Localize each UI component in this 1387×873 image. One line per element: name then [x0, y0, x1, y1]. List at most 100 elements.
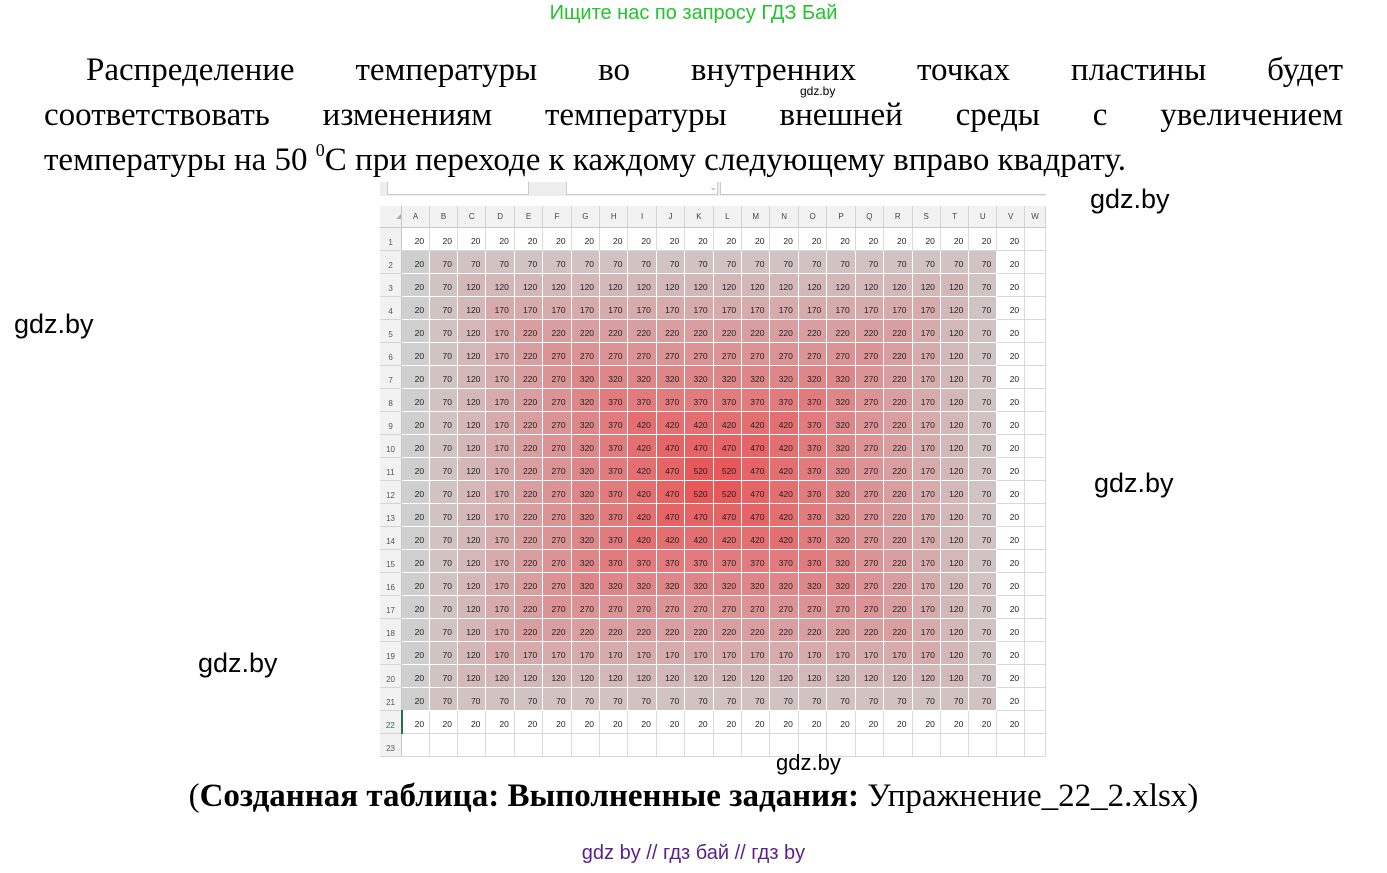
cell-N16[interactable]: 320 — [769, 572, 799, 596]
cell-S21[interactable]: 70 — [912, 687, 941, 711]
cell-D12[interactable]: 170 — [485, 480, 515, 504]
column-header-N[interactable]: N — [769, 206, 799, 228]
cell-I22[interactable]: 20 — [627, 710, 657, 734]
row-header-7[interactable]: 7 — [380, 365, 403, 389]
cell-D8[interactable]: 170 — [485, 388, 515, 412]
cell-O2[interactable]: 70 — [798, 250, 827, 274]
cell-S1[interactable]: 20 — [912, 227, 941, 251]
cell-E23[interactable] — [514, 733, 544, 757]
cell-P9[interactable]: 320 — [826, 411, 856, 435]
cell-M15[interactable]: 370 — [741, 549, 770, 573]
cell-O21[interactable]: 70 — [798, 687, 827, 711]
cell-G12[interactable]: 320 — [571, 480, 600, 504]
cell-B10[interactable]: 70 — [429, 434, 458, 458]
cell-A4[interactable]: 20 — [401, 296, 430, 320]
cell-T15[interactable]: 120 — [940, 549, 969, 573]
cell-J15[interactable]: 370 — [656, 549, 685, 573]
column-header-Q[interactable]: Q — [855, 206, 885, 228]
cell-T13[interactable]: 120 — [940, 503, 969, 527]
cell-E8[interactable]: 220 — [514, 388, 543, 412]
row-header-10[interactable]: 10 — [380, 434, 403, 458]
cell-N13[interactable]: 420 — [769, 503, 799, 527]
column-header-M[interactable]: M — [741, 206, 771, 228]
cell-K23[interactable] — [684, 733, 714, 757]
cell-O18[interactable]: 220 — [798, 618, 827, 642]
cell-U3[interactable]: 70 — [968, 273, 997, 297]
cell-S22[interactable]: 20 — [912, 710, 941, 734]
cell-G10[interactable]: 320 — [571, 434, 600, 458]
cell-M6[interactable]: 270 — [741, 342, 770, 366]
cell-C23[interactable] — [457, 733, 487, 757]
cell-N7[interactable]: 320 — [769, 365, 799, 389]
cell-H20[interactable]: 120 — [599, 664, 628, 688]
cell-M17[interactable]: 270 — [741, 595, 770, 619]
cell-L3[interactable]: 120 — [713, 273, 742, 297]
cell-E17[interactable]: 220 — [514, 595, 543, 619]
cell-F23[interactable] — [542, 733, 572, 757]
cell-F19[interactable]: 170 — [542, 641, 572, 665]
cell-B5[interactable]: 70 — [429, 319, 458, 343]
cell-A2[interactable]: 20 — [401, 250, 430, 274]
row-header-13[interactable]: 13 — [380, 503, 403, 527]
cell-L7[interactable]: 320 — [713, 365, 742, 389]
cell-Q14[interactable]: 270 — [855, 526, 884, 550]
row-header-11[interactable]: 11 — [380, 457, 403, 481]
cell-N14[interactable]: 420 — [769, 526, 799, 550]
cell-O17[interactable]: 270 — [798, 595, 827, 619]
cell-N4[interactable]: 170 — [769, 296, 799, 320]
cell-I16[interactable]: 320 — [627, 572, 657, 596]
cell-T9[interactable]: 120 — [940, 411, 969, 435]
cell-U1[interactable]: 20 — [968, 227, 998, 251]
cell-H18[interactable]: 220 — [599, 618, 628, 642]
cell-A9[interactable]: 20 — [401, 411, 430, 435]
cell-G1[interactable]: 20 — [571, 227, 601, 251]
cell-K11[interactable]: 520 — [684, 457, 714, 481]
cell-K3[interactable]: 120 — [684, 273, 714, 297]
cell-H9[interactable]: 370 — [599, 411, 628, 435]
cell-Q12[interactable]: 270 — [855, 480, 884, 504]
cell-V23[interactable] — [996, 733, 1026, 757]
cell-H4[interactable]: 170 — [599, 296, 628, 320]
cell-I13[interactable]: 420 — [627, 503, 657, 527]
row-header-3[interactable]: 3 — [380, 273, 403, 297]
cell-P14[interactable]: 320 — [826, 526, 856, 550]
cell-S7[interactable]: 170 — [912, 365, 941, 389]
cell-T19[interactable]: 120 — [940, 641, 969, 665]
cell-B7[interactable]: 70 — [429, 365, 458, 389]
cell-F15[interactable]: 270 — [542, 549, 572, 573]
cell-N17[interactable]: 270 — [769, 595, 799, 619]
cell-B20[interactable]: 70 — [429, 664, 458, 688]
cell-B13[interactable]: 70 — [429, 503, 458, 527]
cell-C5[interactable]: 120 — [457, 319, 486, 343]
cell-L5[interactable]: 220 — [713, 319, 742, 343]
cell-B22[interactable]: 20 — [429, 710, 458, 734]
cell-P21[interactable]: 70 — [826, 687, 856, 711]
formula-bar[interactable] — [720, 182, 1046, 195]
cell-O11[interactable]: 370 — [798, 457, 827, 481]
cell-Q11[interactable]: 270 — [855, 457, 884, 481]
cell-J11[interactable]: 470 — [656, 457, 685, 481]
cell-V22[interactable]: 20 — [996, 710, 1026, 734]
row-header-20[interactable]: 20 — [380, 664, 403, 688]
cell-F12[interactable]: 270 — [542, 480, 572, 504]
cell-P22[interactable]: 20 — [826, 710, 856, 734]
cell-F9[interactable]: 270 — [542, 411, 572, 435]
cell-T18[interactable]: 120 — [940, 618, 969, 642]
cell-D1[interactable]: 20 — [485, 227, 515, 251]
cell-N18[interactable]: 220 — [769, 618, 799, 642]
cell-F3[interactable]: 120 — [542, 273, 572, 297]
cell-E13[interactable]: 220 — [514, 503, 543, 527]
cell-A13[interactable]: 20 — [401, 503, 430, 527]
cell-V5[interactable]: 20 — [996, 319, 1026, 343]
name-box[interactable] — [387, 182, 529, 195]
cell-I5[interactable]: 220 — [627, 319, 657, 343]
cell-Q21[interactable]: 70 — [855, 687, 884, 711]
cell-A17[interactable]: 20 — [401, 595, 430, 619]
cell-D14[interactable]: 170 — [485, 526, 515, 550]
cell-C20[interactable]: 120 — [457, 664, 486, 688]
cell-H6[interactable]: 270 — [599, 342, 628, 366]
cell-V21[interactable]: 20 — [996, 687, 1026, 711]
cell-N9[interactable]: 420 — [769, 411, 799, 435]
cell-M5[interactable]: 220 — [741, 319, 770, 343]
cell-A16[interactable]: 20 — [401, 572, 430, 596]
